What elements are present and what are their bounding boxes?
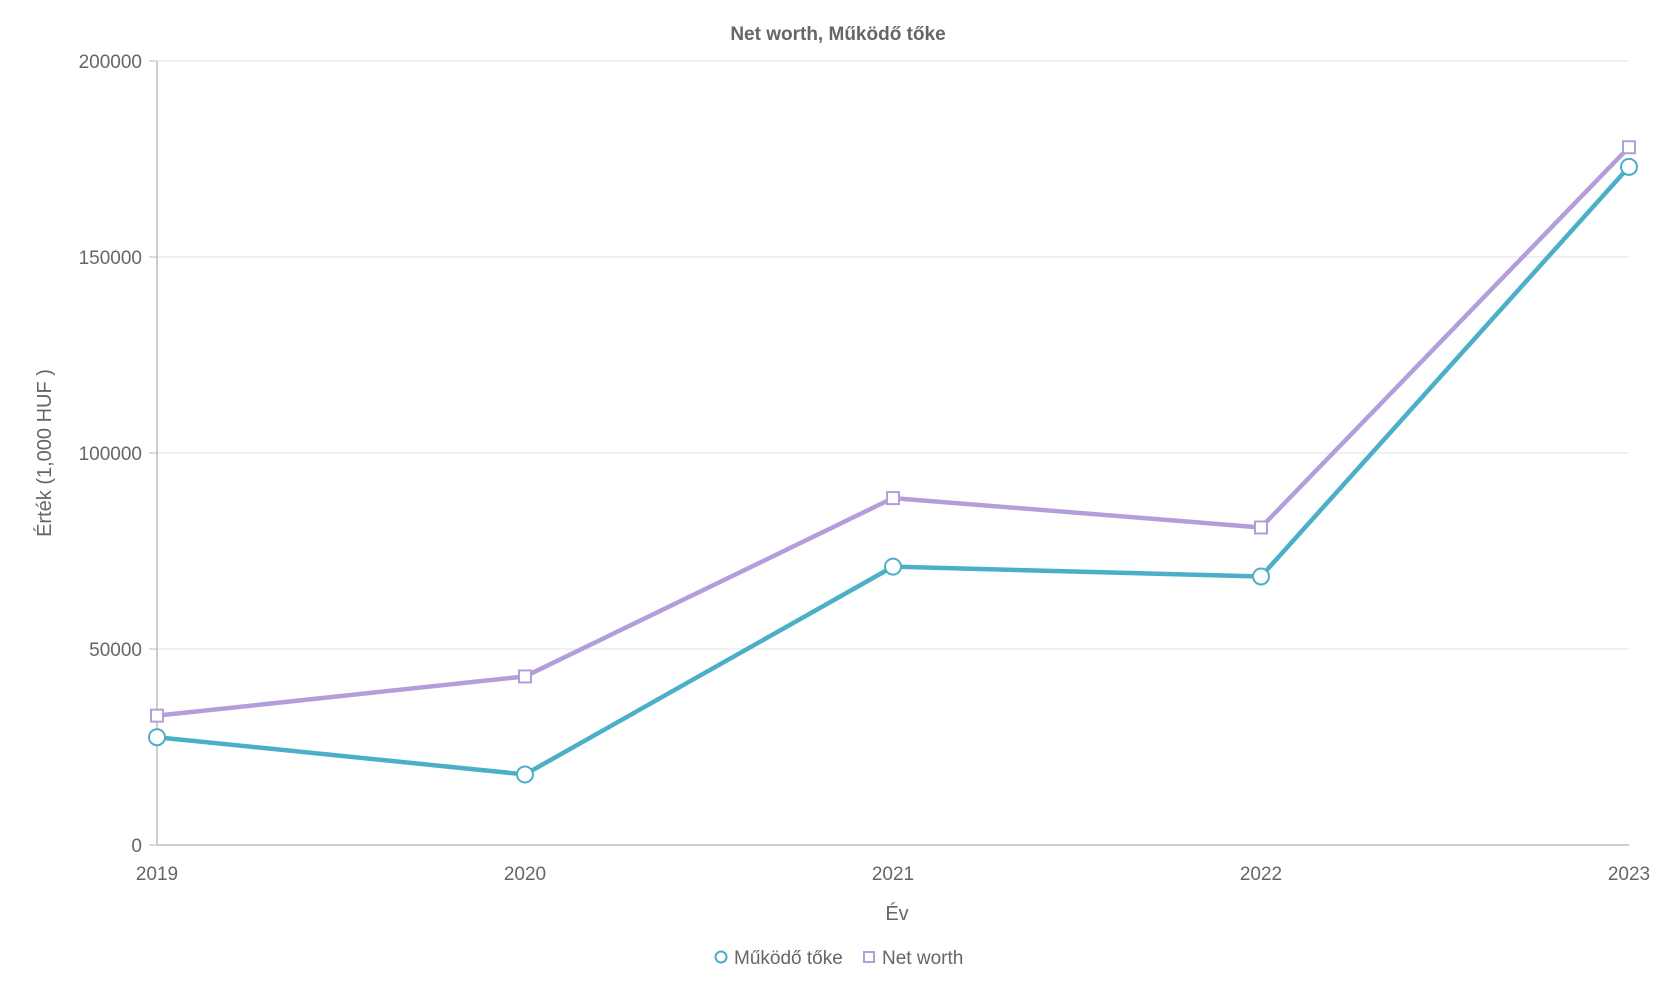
data-point-net-worth[interactable] bbox=[1622, 140, 1636, 155]
data-point-mukodo-toke[interactable] bbox=[516, 765, 534, 784]
legend-marker-mukodo-toke bbox=[714, 950, 728, 964]
y-axis-ticks: 0 50000 100000 150000 200000 bbox=[79, 52, 157, 857]
chart-title: Net worth, Működő tőke bbox=[730, 24, 945, 45]
x-axis-ticks: 2019 2020 2021 2022 2023 bbox=[136, 864, 1650, 885]
x-tick-label: 2020 bbox=[504, 864, 546, 885]
data-point-net-worth[interactable] bbox=[518, 669, 532, 684]
series-group bbox=[148, 140, 1638, 784]
data-point-mukodo-toke[interactable] bbox=[884, 557, 902, 576]
y-axis-label: Érték (1,000 HUF ) bbox=[33, 369, 56, 537]
data-point-net-worth[interactable] bbox=[886, 491, 900, 506]
x-tick-label: 2019 bbox=[136, 864, 178, 885]
x-axis-label: Év bbox=[885, 902, 908, 925]
x-tick-label: 2022 bbox=[1240, 864, 1282, 885]
gridlines bbox=[157, 60, 1629, 650]
data-point-mukodo-toke[interactable] bbox=[1252, 567, 1270, 586]
data-point-net-worth[interactable] bbox=[1254, 520, 1268, 535]
y-tick-label: 0 bbox=[131, 836, 142, 857]
data-point-net-worth[interactable] bbox=[150, 708, 164, 723]
x-tick-label: 2023 bbox=[1608, 864, 1650, 885]
data-point-mukodo-toke[interactable] bbox=[1620, 157, 1638, 176]
y-tick-label: 100000 bbox=[79, 444, 142, 465]
legend: Működő tőke Net worth bbox=[714, 948, 963, 969]
y-tick-label: 150000 bbox=[79, 248, 142, 269]
series-line-mukodo-toke bbox=[154, 164, 1632, 777]
legend-label-net-worth: Net worth bbox=[882, 948, 963, 969]
y-tick-label: 200000 bbox=[79, 52, 142, 73]
legend-marker-net-worth bbox=[863, 951, 875, 963]
data-point-mukodo-toke[interactable] bbox=[148, 728, 166, 747]
y-tick-label: 50000 bbox=[89, 640, 142, 661]
legend-item-mukodo-toke[interactable]: Működő tőke bbox=[714, 948, 843, 969]
x-tick-label: 2021 bbox=[872, 864, 914, 885]
legend-item-net-worth[interactable]: Net worth bbox=[863, 948, 963, 969]
legend-label-mukodo-toke: Működő tőke bbox=[734, 948, 843, 969]
series-line-net-worth bbox=[154, 144, 1632, 718]
